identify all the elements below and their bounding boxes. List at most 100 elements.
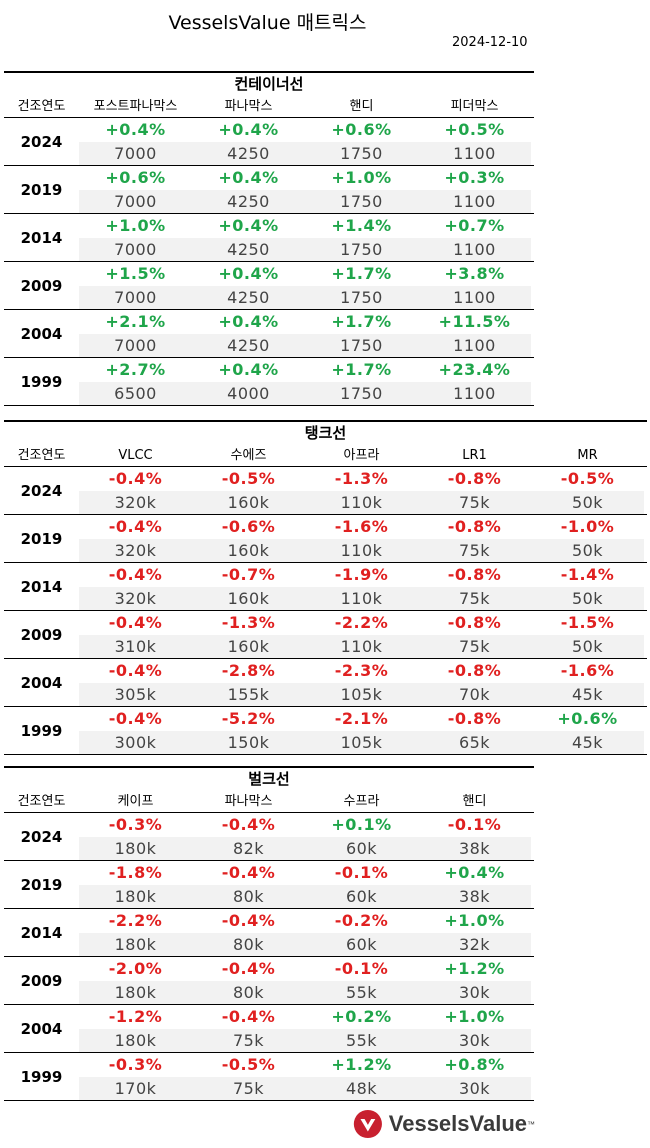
- value-cell: -2.8% 155k: [192, 659, 305, 706]
- build-year: 2014: [20, 923, 63, 942]
- container-column-header: 핸디: [349, 99, 374, 114]
- vessel-value: 180k: [114, 1031, 157, 1050]
- vessel-value: 80k: [232, 935, 265, 954]
- vessel-value: 75k: [458, 637, 491, 656]
- logo-text: VesselsValue: [388, 1111, 527, 1136]
- value-cell: +1.5% 7000: [79, 262, 192, 309]
- percent-change: -1.6%: [531, 659, 644, 683]
- vessel-value: 50k: [571, 589, 604, 608]
- vessel-value: 305k: [114, 685, 157, 704]
- value-cell: +1.0% 30k: [418, 1005, 531, 1052]
- vessel-value: 320k: [114, 493, 157, 512]
- value-cell: -0.6% 160k: [192, 515, 305, 562]
- page-title: VesselsValue 매트릭스: [168, 12, 367, 34]
- vessel-value: 110k: [340, 637, 383, 656]
- vessel-value: 150k: [227, 733, 270, 752]
- vessel-value: 4250: [227, 336, 270, 355]
- value-cell: -0.8% 75k: [418, 515, 531, 562]
- vessel-value: 1100: [453, 336, 496, 355]
- vessel-value: 1100: [453, 288, 496, 307]
- vessel-value: 160k: [227, 637, 270, 656]
- vessel-value: 60k: [345, 935, 378, 954]
- percent-change: +1.7%: [305, 358, 418, 382]
- value-cell: -0.4% 82k: [192, 813, 305, 860]
- value-cell: -0.4% 320k: [79, 563, 192, 610]
- value-cell: -0.7% 160k: [192, 563, 305, 610]
- percent-change: +1.7%: [305, 262, 418, 286]
- table-row: 2019 -1.8% 180k -0.4% 80k -0.1% 60k +0.4% 38k: [4, 861, 534, 909]
- tanker-section-title: 탱크선: [4, 420, 647, 445]
- bulk-column-header: 수프라: [343, 794, 380, 809]
- vessel-value: 32k: [458, 935, 491, 954]
- vessel-value: 80k: [232, 983, 265, 1002]
- vessel-value: 180k: [114, 983, 157, 1002]
- value-cell: -0.4% 305k: [79, 659, 192, 706]
- tanker-section: 탱크선 건조연도 VLCC 수에즈 아프라 LR1 MR 2024 -0.4% 320k -0.5%…: [4, 420, 647, 755]
- value-cell: -0.4% 80k: [192, 909, 305, 956]
- table-row: 2004 -1.2% 180k -0.4% 75k +0.2% 55k +1.0% 30k: [4, 1005, 534, 1053]
- value-cell: -1.6% 110k: [305, 515, 418, 562]
- percent-change: +0.6%: [305, 118, 418, 142]
- bulk-section-title: 벌크선: [4, 766, 534, 791]
- percent-change: -1.4%: [531, 563, 644, 587]
- vessel-value: 55k: [345, 1031, 378, 1050]
- build-year: 2014: [20, 577, 63, 596]
- value-cell: -0.4% 320k: [79, 515, 192, 562]
- value-cell: -1.2% 180k: [79, 1005, 192, 1052]
- table-row: 2024 -0.4% 320k -0.5% 160k -1.3% 110k -0.8% 75k -…: [4, 467, 647, 515]
- vessel-value: 75k: [232, 1031, 265, 1050]
- value-cell: -5.2% 150k: [192, 707, 305, 754]
- vessel-value: 155k: [227, 685, 270, 704]
- vessel-value: 1100: [453, 144, 496, 163]
- vessel-value: 7000: [114, 336, 157, 355]
- percent-change: -0.3%: [79, 813, 192, 837]
- vessel-value: 75k: [232, 1079, 265, 1098]
- value-cell: -0.4% 75k: [192, 1005, 305, 1052]
- vessel-value: 4250: [227, 192, 270, 211]
- vessel-value: 38k: [458, 839, 491, 858]
- value-cell: -0.4% 80k: [192, 861, 305, 908]
- value-cell: +2.7% 6500: [79, 358, 192, 405]
- value-cell: +0.8% 30k: [418, 1053, 531, 1100]
- value-cell: -2.0% 180k: [79, 957, 192, 1004]
- vessel-value: 160k: [227, 589, 270, 608]
- vessel-value: 82k: [232, 839, 265, 858]
- value-cell: +11.5% 1100: [418, 310, 531, 357]
- vessel-value: 30k: [458, 983, 491, 1002]
- year-column-header: 건조연도: [17, 794, 66, 809]
- table-row: 1999 -0.3% 170k -0.5% 75k +1.2% 48k +0.8% 30k: [4, 1053, 534, 1101]
- value-cell: +2.1% 7000: [79, 310, 192, 357]
- report-date: 2024-12-10: [452, 35, 528, 50]
- percent-change: -0.4%: [79, 707, 192, 731]
- percent-change: +1.0%: [418, 909, 531, 933]
- percent-change: -0.3%: [79, 1053, 192, 1077]
- percent-change: -0.2%: [305, 909, 418, 933]
- value-cell: +1.0% 1750: [305, 166, 418, 213]
- percent-change: -2.2%: [79, 909, 192, 933]
- percent-change: -0.4%: [79, 467, 192, 491]
- build-year: 2019: [20, 180, 63, 199]
- bulk-column-header: 파나막스: [224, 794, 273, 809]
- percent-change: -2.3%: [305, 659, 418, 683]
- build-year: 2009: [20, 971, 63, 990]
- vessel-value: 1750: [340, 384, 383, 403]
- vessel-value: 45k: [571, 733, 604, 752]
- table-row: 2024 -0.3% 180k -0.4% 82k +0.1% 60k -0.1% 38k: [4, 813, 534, 861]
- vessel-value: 50k: [571, 493, 604, 512]
- vessel-value: 4250: [227, 288, 270, 307]
- percent-change: +0.4%: [192, 118, 305, 142]
- percent-change: -0.4%: [192, 813, 305, 837]
- year-column-header: 건조연도: [17, 448, 66, 463]
- percent-change: +3.8%: [418, 262, 531, 286]
- percent-change: -0.4%: [192, 909, 305, 933]
- percent-change: +0.4%: [79, 118, 192, 142]
- value-cell: +0.6% 1750: [305, 118, 418, 165]
- percent-change: -0.1%: [305, 957, 418, 981]
- vessel-value: 4250: [227, 240, 270, 259]
- bulk-column-header: 케이프: [117, 794, 154, 809]
- percent-change: +1.7%: [305, 310, 418, 334]
- table-row: 2019 -0.4% 320k -0.6% 160k -1.6% 110k -0.8% 75k -…: [4, 515, 647, 563]
- vessel-value: 7000: [114, 288, 157, 307]
- value-cell: +3.8% 1100: [418, 262, 531, 309]
- value-cell: -0.1% 55k: [305, 957, 418, 1004]
